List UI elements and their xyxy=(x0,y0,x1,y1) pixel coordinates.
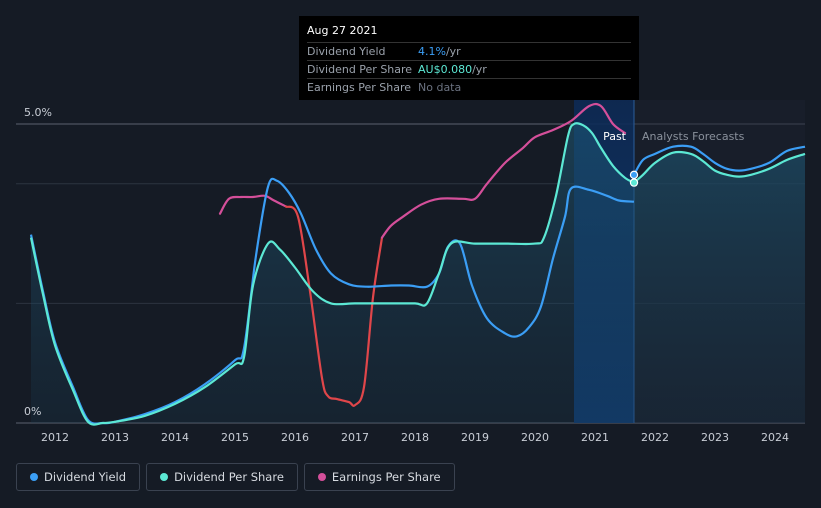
legend-dividend-per-share[interactable]: Dividend Per Share xyxy=(146,463,298,491)
dividend-yield-marker xyxy=(629,170,639,180)
legend-earnings-per-share[interactable]: Earnings Per Share xyxy=(303,463,455,491)
tooltip-value: AU$0.080 xyxy=(418,63,473,76)
x-tick-label: 2023 xyxy=(701,431,729,444)
dividend-per-share-line xyxy=(29,122,635,426)
y-axis-labels: 5.0% 0% xyxy=(24,106,52,418)
x-tick-label: 2021 xyxy=(581,431,609,444)
dividend-per-share-marker xyxy=(629,178,639,187)
earnings-per-share-line xyxy=(218,194,288,215)
dividend-yield-forecast-line xyxy=(633,144,806,176)
legend-dividend-yield[interactable]: Dividend Yield xyxy=(16,463,141,491)
tooltip-date: Aug 27 2021 xyxy=(307,24,378,37)
dividend-chart: 2012 2013 2014 2015 2016 2017 2018 2019 2020 2021… xyxy=(16,100,806,444)
tooltip-label: Dividend Yield xyxy=(307,45,386,58)
x-tick-label: 2015 xyxy=(221,431,249,444)
y-tick-label: 5.0% xyxy=(24,106,52,119)
legend: Dividend Yield Dividend Per Share Earnin… xyxy=(16,463,455,491)
legend-label: Dividend Yield xyxy=(44,470,127,484)
tooltip-value: No data xyxy=(418,81,462,94)
tooltip-unit: /yr xyxy=(445,45,461,58)
series-lines xyxy=(29,102,806,426)
tooltip-unit: /yr xyxy=(472,63,487,76)
legend-dot-icon xyxy=(317,473,326,481)
tooltip-value: 4.1% xyxy=(418,45,446,58)
x-tick-label: 2020 xyxy=(521,431,549,444)
forecast-area xyxy=(634,152,805,423)
x-axis-ticks: 2012 2013 2014 2015 2016 2017 2018 2019 2020 2021… xyxy=(41,431,789,444)
x-tick-label: 2024 xyxy=(761,431,789,444)
tooltip-row-dividend-per-share: Dividend Per Share AU$0.080 /yr xyxy=(307,60,631,78)
tooltip-label: Earnings Per Share xyxy=(307,81,412,94)
area-fills xyxy=(31,100,805,425)
legend-dot-icon xyxy=(160,473,169,481)
x-tick-label: 2019 xyxy=(461,431,489,444)
tooltip-row-earnings-per-share: Earnings Per Share No data xyxy=(307,78,631,96)
earnings-per-share-decline-line xyxy=(284,205,384,407)
forecast-label: Analysts Forecasts xyxy=(642,130,745,143)
legend-dot-icon xyxy=(30,473,38,481)
x-tick-label: 2012 xyxy=(41,431,69,444)
dividend-per-share-area xyxy=(31,123,634,425)
earnings-per-share-line xyxy=(380,102,627,239)
tooltip-label: Dividend Per Share xyxy=(307,63,413,76)
tooltip-row-dividend-yield: Dividend Yield 4.1% /yr xyxy=(307,42,631,60)
tooltip: Aug 27 2021 Dividend Yield 4.1% /yr Divi… xyxy=(299,16,639,100)
legend-label: Earnings Per Share xyxy=(331,470,441,484)
x-tick-label: 2017 xyxy=(341,431,369,444)
markers xyxy=(629,170,639,187)
x-tick-label: 2016 xyxy=(281,431,309,444)
x-tick-label: 2013 xyxy=(101,431,129,444)
x-tick-label: 2014 xyxy=(161,431,189,444)
dividend-per-share-forecast-line xyxy=(633,150,806,184)
past-label: Past xyxy=(603,130,627,143)
legend-label: Dividend Per Share xyxy=(174,470,284,484)
y-tick-label: 0% xyxy=(24,405,41,418)
x-tick-label: 2022 xyxy=(641,431,669,444)
x-tick-label: 2018 xyxy=(401,431,429,444)
